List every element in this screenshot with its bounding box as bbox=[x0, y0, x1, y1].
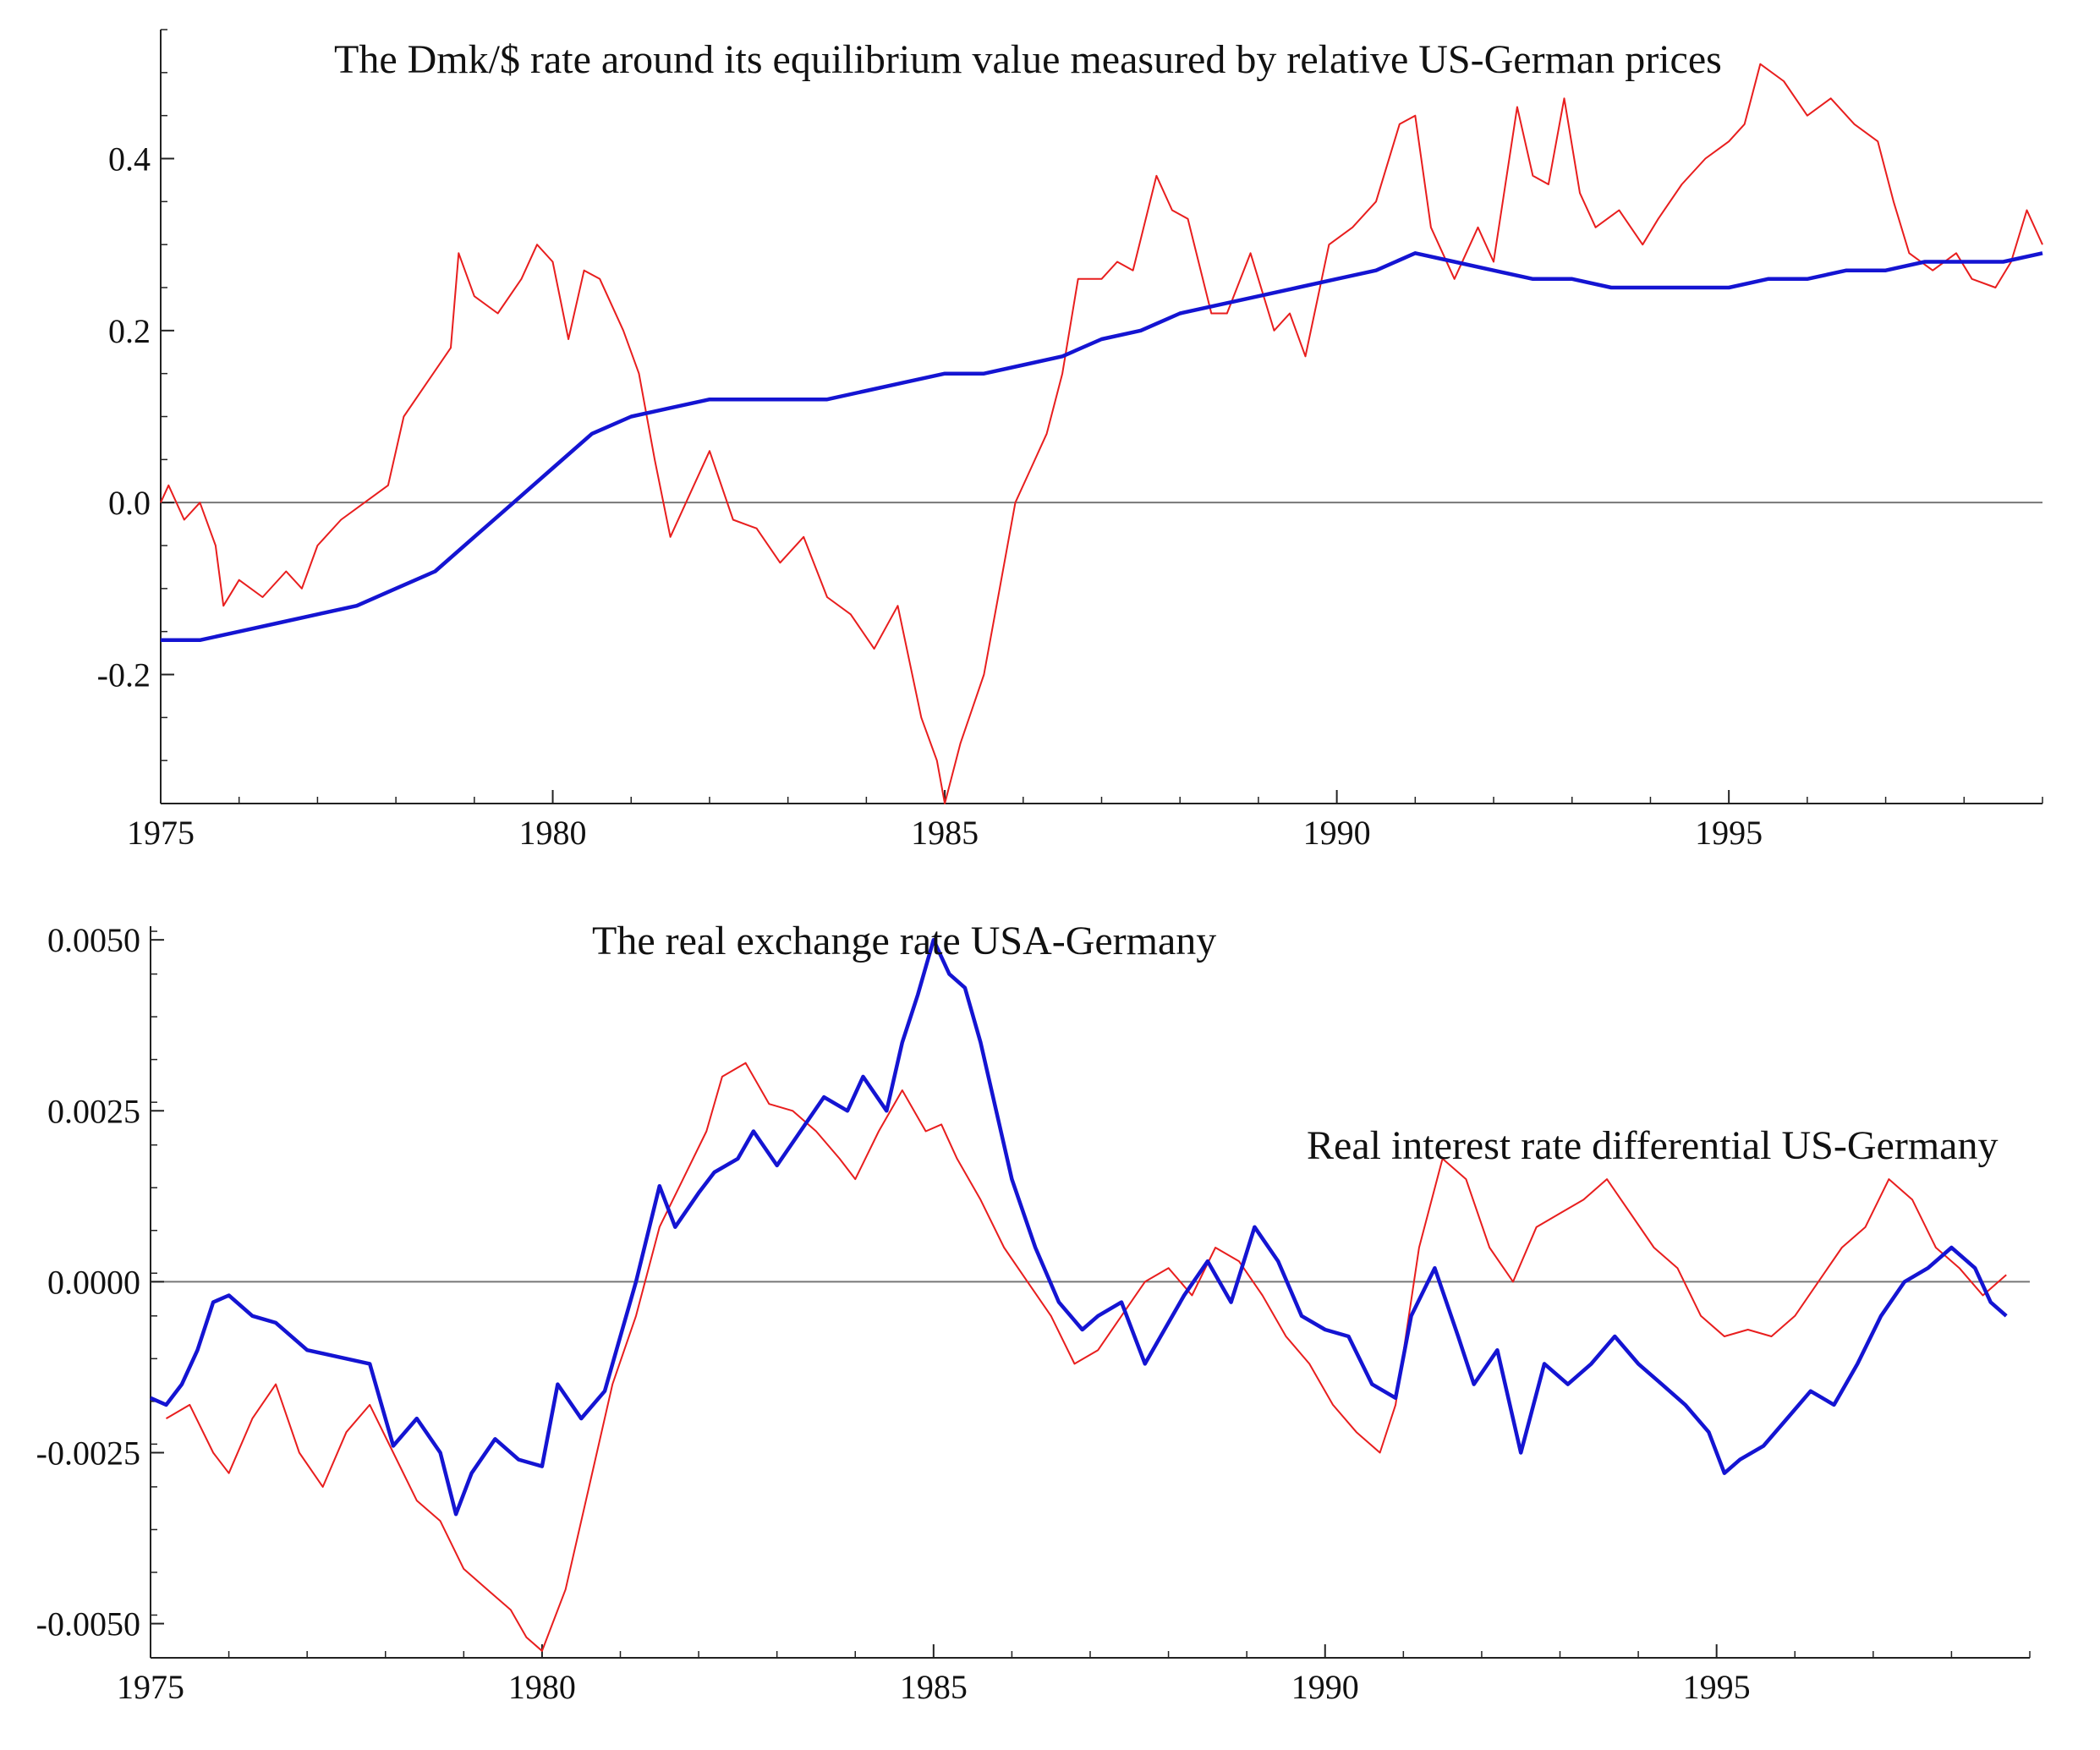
x-tick-label: 1985 bbox=[900, 1668, 968, 1706]
x-tick-label: 1990 bbox=[1303, 814, 1371, 852]
y-tick-label: -0.2 bbox=[97, 656, 151, 694]
bottom-chart-y-ticks: -0.0050 -0.0025 0.0000 0.0025 0.0050 bbox=[36, 921, 164, 1659]
top-chart: 1975 1980 1985 1990 1995 -0.2 0.0 0.2 0.4 The D… bbox=[97, 29, 2043, 852]
top-chart-series-blue-line bbox=[161, 251, 2043, 643]
x-tick-label: 1995 bbox=[1695, 814, 1763, 852]
y-tick-label: 0.0050 bbox=[47, 921, 140, 959]
y-tick-label: 0.0000 bbox=[47, 1263, 140, 1301]
x-tick-label: 1995 bbox=[1683, 1668, 1751, 1706]
y-tick-label: 0.0025 bbox=[47, 1092, 140, 1130]
y-tick-label: -0.0025 bbox=[36, 1434, 140, 1472]
top-chart-title: The Dmk/$ rate around its equilibrium va… bbox=[334, 37, 1722, 82]
bottom-chart-annotation: Real interest rate differential US-Germa… bbox=[1307, 1123, 1998, 1168]
bottom-chart-series-blue-line bbox=[150, 937, 2008, 1517]
top-chart-y-ticks: -0.2 0.0 0.2 0.4 bbox=[97, 29, 174, 804]
bottom-chart-title: The real exchange rate USA-Germany bbox=[592, 919, 1216, 963]
y-tick-label: -0.0050 bbox=[36, 1605, 140, 1643]
y-tick-label: 0.2 bbox=[108, 312, 151, 350]
x-tick-label: 1975 bbox=[117, 1668, 184, 1706]
top-chart-series-red-line bbox=[160, 63, 2043, 804]
x-tick-label: 1985 bbox=[911, 814, 979, 852]
bottom-chart-x-ticks: 1975 1980 1985 1990 1995 bbox=[117, 1644, 2031, 1706]
y-tick-label: 0.4 bbox=[108, 140, 151, 178]
x-tick-label: 1990 bbox=[1291, 1668, 1359, 1706]
x-tick-label: 1980 bbox=[508, 1668, 576, 1706]
bottom-chart: 1975 1980 1985 1990 1995 -0.0050 -0.0025 0.000… bbox=[36, 919, 2031, 1706]
x-tick-label: 1980 bbox=[519, 814, 587, 852]
bottom-chart-series-red-line bbox=[165, 1062, 2007, 1652]
y-tick-label: 0.0 bbox=[108, 484, 151, 522]
top-chart-x-ticks: 1975 1980 1985 1990 1995 bbox=[127, 790, 2043, 852]
x-tick-label: 1975 bbox=[127, 814, 195, 852]
